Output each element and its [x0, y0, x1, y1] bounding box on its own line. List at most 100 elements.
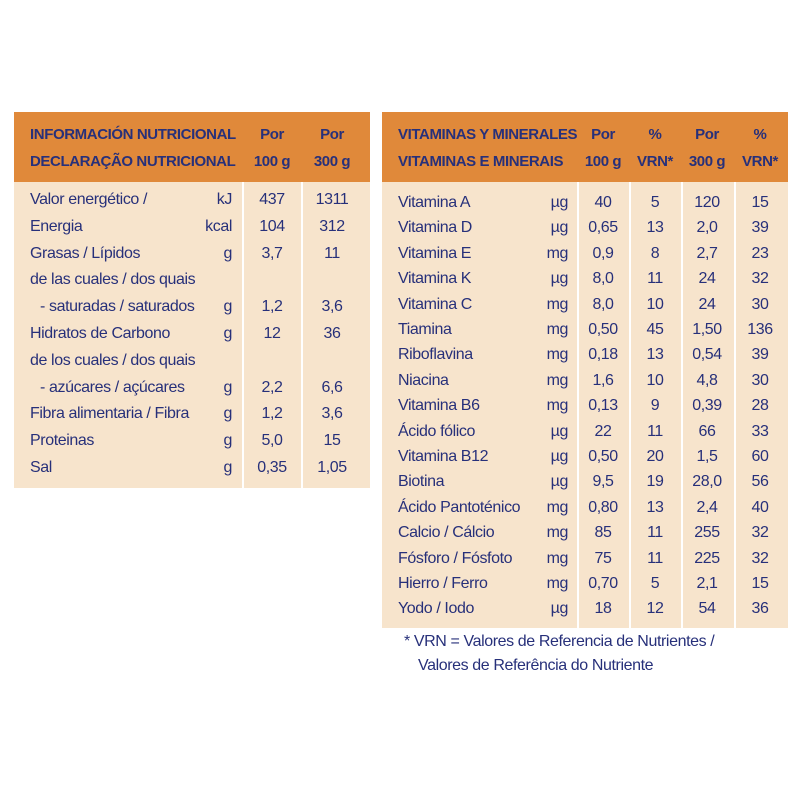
cell-value: 10 [646, 295, 664, 313]
col-sep [629, 182, 631, 628]
cell-value: 1311 [315, 191, 349, 208]
row-unit: g [223, 459, 233, 476]
col-sep [577, 182, 579, 628]
row-label: Vitamina K [398, 270, 472, 288]
cell-value: 0,50 [588, 448, 618, 465]
cell-value: 24 [698, 295, 716, 313]
col-sep [734, 182, 736, 628]
column-header: 300 g [688, 153, 726, 170]
header-title: INFORMACIÓN NUTRICIONAL [30, 126, 236, 143]
row-unit: g [223, 325, 233, 342]
column-header: Por [695, 126, 719, 143]
row-label: Vitamina D [398, 219, 472, 237]
cell-value: 19 [646, 473, 664, 491]
cell-value: 2,0 [696, 219, 718, 237]
cell-value: 15 [323, 432, 341, 450]
cell-value: 13 [646, 219, 664, 237]
right-body-bg [382, 182, 788, 628]
cell-value: 66 [698, 422, 716, 440]
cell-value: 0,50 [588, 321, 618, 338]
cell-value: 45 [646, 321, 664, 338]
cell-value: 11 [647, 270, 663, 288]
row-unit: µg [550, 422, 569, 440]
row-label: Ácido Pantoténico [398, 498, 521, 516]
cell-value: 56 [751, 473, 769, 491]
right-header-bg [382, 112, 788, 182]
row-label: Hidratos de Carbono [30, 325, 171, 342]
col-sep [301, 182, 303, 488]
cell-value: 2,4 [696, 498, 718, 516]
cell-value: 39 [751, 346, 769, 364]
row-label: Proteinas [30, 432, 94, 450]
row-unit: g [223, 244, 233, 262]
row-label: Vitamina E [398, 244, 472, 262]
row-label: Energia [30, 217, 83, 235]
cell-value: 0,39 [692, 397, 722, 415]
row-unit: mg [546, 346, 569, 364]
column-header: Por [260, 126, 284, 143]
row-label: de las cuales / dos quais [30, 271, 196, 289]
cell-value: 15 [751, 194, 769, 211]
cell-value: 5 [650, 575, 660, 592]
cell-value: 11 [647, 524, 663, 542]
cell-value: 85 [594, 524, 612, 542]
cell-value: 40 [751, 498, 769, 516]
row-unit: mg [546, 244, 569, 262]
cell-value: 312 [319, 217, 345, 235]
row-unit: kcal [205, 217, 232, 235]
row-unit: µg [550, 194, 569, 211]
row-label: Niacina [398, 371, 449, 389]
row-label: Vitamina B12 [398, 448, 489, 465]
cell-value: 32 [751, 549, 769, 567]
cell-value: 12 [263, 325, 281, 342]
row-label: Hierro / Ferro [398, 575, 488, 592]
row-label: Calcio / Cálcio [398, 524, 495, 542]
left-body-bg [14, 182, 370, 488]
column-header: VRN* [742, 153, 778, 170]
row-unit: g [223, 378, 233, 396]
cell-value: 2,7 [696, 244, 718, 262]
cell-value: 1,2 [261, 298, 283, 316]
cell-value: 40 [594, 194, 612, 211]
column-header: 100 g [584, 153, 622, 170]
cell-value: 5,0 [261, 432, 283, 450]
cell-value: 15 [751, 575, 769, 592]
row-unit: mg [546, 524, 569, 542]
row-label: Vitamina C [398, 295, 472, 313]
cell-value: 3,6 [321, 298, 343, 316]
col-sep [242, 182, 244, 488]
cell-value: 0,80 [588, 498, 618, 516]
cell-value: 120 [694, 194, 720, 211]
cell-value: 75 [594, 549, 612, 567]
cell-value: 437 [259, 191, 285, 208]
cell-value: 0,65 [588, 219, 618, 237]
cell-value: 1,2 [261, 405, 283, 423]
footnote: * VRN = Valores de Referencia de Nutrien… [404, 633, 715, 650]
row-unit: mg [546, 575, 569, 592]
cell-value: 8 [650, 244, 660, 262]
cell-value: 1,5 [696, 448, 718, 465]
cell-value: 32 [751, 270, 769, 288]
cell-value: 0,9 [592, 244, 614, 262]
cell-value: 11 [647, 422, 663, 440]
row-unit: µg [550, 473, 569, 491]
row-unit: µg [550, 448, 569, 465]
row-label: Riboflavina [398, 346, 473, 364]
cell-value: 33 [751, 422, 769, 440]
row-unit: mg [546, 321, 569, 338]
cell-value: 0,54 [692, 346, 722, 364]
row-unit: g [223, 298, 233, 316]
cell-value: 2,2 [261, 378, 283, 396]
cell-value: 9,5 [592, 473, 614, 491]
row-label: de los cuales / dos quais [30, 351, 196, 369]
cell-value: 30 [751, 295, 769, 313]
cell-value: 20 [646, 448, 664, 465]
header-title: VITAMINAS E MINERAIS [398, 153, 564, 170]
column-header: % [753, 126, 767, 143]
cell-value: 9 [650, 397, 660, 415]
row-label: Ácido fólico [398, 422, 476, 440]
cell-value: 11 [647, 549, 663, 567]
cell-value: 54 [698, 600, 716, 618]
column-header: 300 g [313, 153, 351, 170]
